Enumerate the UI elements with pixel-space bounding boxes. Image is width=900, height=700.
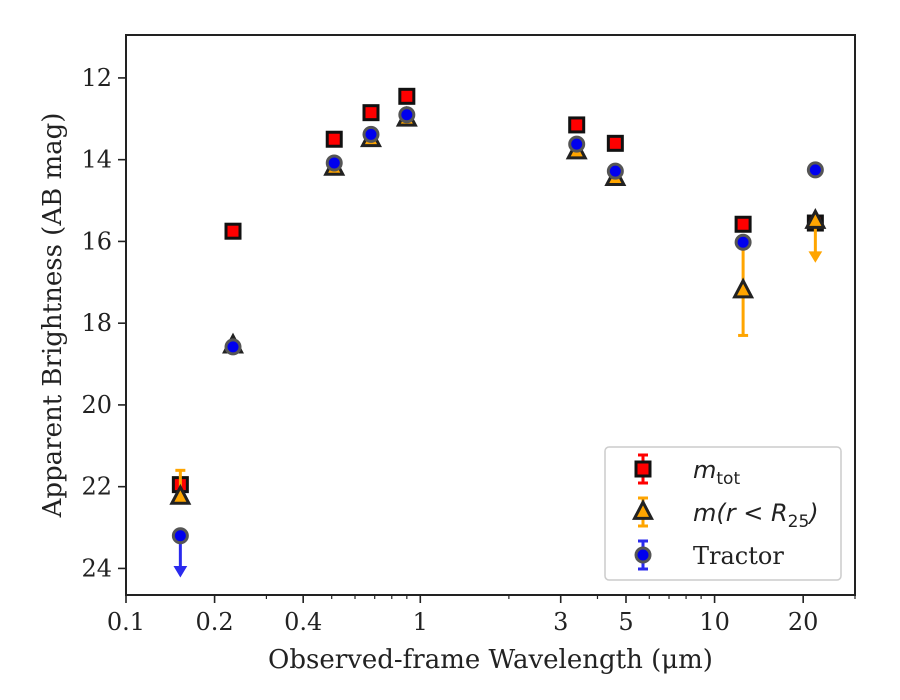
upper-limit-arrow <box>173 566 188 578</box>
x-tick-label: 1 <box>413 608 428 636</box>
legend-box <box>604 446 842 581</box>
data-point <box>804 207 827 229</box>
legend-marker-triangle <box>632 499 654 520</box>
data-point <box>398 106 416 124</box>
x-tick-label: 20 <box>788 608 819 636</box>
legend-label: mtot <box>693 456 740 489</box>
series-circle <box>171 106 824 578</box>
axis-ticks: 0.1 0.2 0.4 1 3 5 10 20 12 14 16 18 20 22 24 <box>81 64 856 636</box>
data-point <box>606 134 624 152</box>
x-tick-label: 10 <box>699 608 730 636</box>
x-tick-label: 0.1 <box>107 608 145 636</box>
data-point <box>732 277 755 299</box>
x-tick-label: 0.2 <box>196 608 234 636</box>
y-tick-label: 22 <box>81 473 112 501</box>
data-point <box>325 130 343 148</box>
legend-marker-square <box>634 460 652 478</box>
data-point <box>362 104 380 122</box>
x-axis-label: Observed-frame Wavelength (μm) <box>268 645 713 675</box>
data-point <box>734 233 752 251</box>
data-point <box>362 125 380 143</box>
x-tick-label: 3 <box>553 608 568 636</box>
data-marks <box>169 87 827 578</box>
x-tick-label: 5 <box>618 608 633 636</box>
data-point <box>398 87 416 105</box>
y-tick-label: 16 <box>81 227 112 255</box>
upper-limit-arrow <box>808 251 823 263</box>
legend: mtot m(r < R25) Tractor <box>604 446 842 581</box>
plot-frame <box>125 34 856 596</box>
y-tick-label: 18 <box>81 309 112 337</box>
y-axis-label: Apparent Brightness (AB mag) <box>38 113 68 519</box>
data-point <box>806 161 824 179</box>
data-point <box>568 135 586 153</box>
y-tick-label: 14 <box>81 146 112 174</box>
data-point <box>224 222 242 240</box>
data-point <box>224 338 242 356</box>
data-point <box>171 527 189 545</box>
data-point <box>169 483 192 505</box>
data-point <box>325 154 343 172</box>
legend-label: Tractor <box>693 542 784 570</box>
y-tick-label: 24 <box>81 554 112 582</box>
legend-marker-circle <box>634 546 652 564</box>
y-tick-label: 20 <box>81 391 112 419</box>
data-point <box>734 215 752 233</box>
data-point <box>606 162 624 180</box>
legend-label: m(r < R25) <box>693 499 819 532</box>
data-point <box>568 116 586 134</box>
x-tick-label: 0.4 <box>284 608 322 636</box>
y-tick-label: 12 <box>81 64 112 92</box>
